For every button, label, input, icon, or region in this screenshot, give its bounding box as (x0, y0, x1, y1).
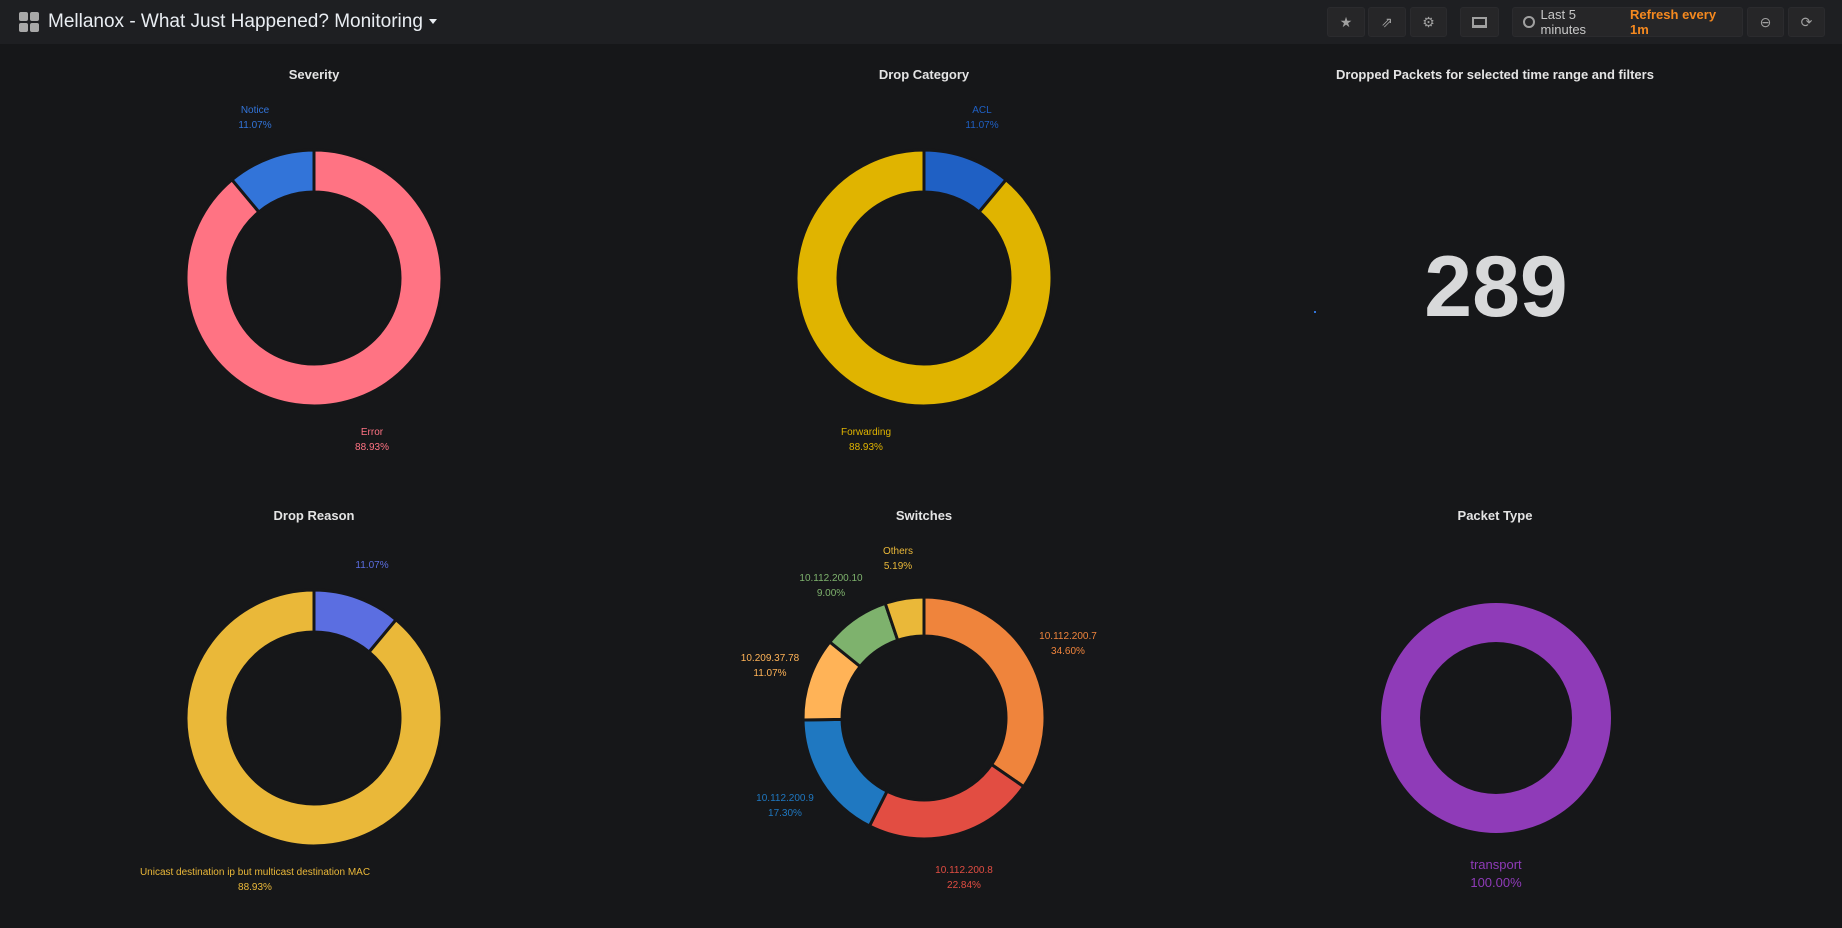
slice-label: 10.112.200.8 22.84% (935, 865, 993, 891)
slice-label: 10.112.200.7 34.60% (1039, 631, 1097, 657)
slice-label: 10.112.200.10 9.00% (799, 573, 863, 599)
refresh-button[interactable]: ⟳ (1788, 7, 1825, 37)
panel-title-drop-category: Drop Category (878, 67, 970, 82)
time-picker-button[interactable]: Last 5 minutes Refresh every 1m (1512, 7, 1743, 37)
share-button[interactable]: ⇗ (1368, 7, 1406, 37)
donut-slice-severity[interactable] (184, 148, 444, 408)
dropped-packets-value: 289 (1424, 239, 1568, 335)
sparkline-dot (1314, 311, 1316, 313)
dashboard-grid-icon[interactable] (19, 12, 39, 32)
dashboard-title-dropdown[interactable]: Mellanox - What Just Happened? Monitorin… (48, 11, 437, 33)
refresh-icon: ⟳ (1800, 13, 1813, 30)
panel-title-switches: Switches (895, 508, 953, 523)
slice-label: ACL 11.07% (965, 105, 999, 131)
slice-label: Others 5.19% (882, 546, 914, 572)
slice-label: Unicast destination ip but multicast des… (139, 867, 371, 893)
star-icon: ★ (1339, 13, 1353, 30)
slice-label: 10.112.200.9 17.30% (756, 793, 814, 819)
clock-icon (1523, 16, 1535, 28)
slice-label: 10.209.37.78 11.07% (740, 653, 800, 679)
settings-button[interactable]: ⚙ (1410, 7, 1447, 37)
share-icon: ⇗ (1381, 13, 1393, 30)
donut-slice-switches[interactable] (867, 762, 1026, 841)
zoom-out-icon: ⊖ (1759, 13, 1772, 30)
refresh-interval-label: Refresh every 1m (1630, 7, 1717, 37)
donut-slice-reason[interactable] (184, 588, 444, 848)
slice-label: transport 100.00% (1470, 857, 1522, 890)
panel-title-dropped-packets: Dropped Packets for selected time range … (1336, 67, 1654, 82)
view-mode-button[interactable] (1460, 7, 1499, 37)
monitor-icon (1472, 16, 1487, 28)
donut-slice-severity[interactable] (229, 148, 316, 215)
panel-title-drop-reason: Drop Reason (273, 508, 355, 523)
panel-title-packet-type: Packet Type (1457, 508, 1533, 523)
top-navbar: Mellanox - What Just Happened? Monitorin… (0, 0, 1842, 44)
caret-down-icon (428, 19, 437, 25)
slice-label: Error 88.93% (355, 427, 389, 453)
donut-slice-switches[interactable] (801, 717, 890, 829)
slice-label: Notice 11.07% (238, 105, 272, 131)
star-button[interactable]: ★ (1327, 7, 1365, 37)
dashboard-title: Mellanox - What Just Happened? Monitorin… (48, 11, 423, 32)
panel-title-severity: Severity (288, 67, 340, 82)
donut-slice-packet[interactable] (1381, 603, 1611, 833)
time-range-label: Last 5 minutes (1540, 7, 1587, 37)
donut-slice-switches[interactable] (883, 595, 926, 643)
slice-label: 11.07% (355, 560, 389, 571)
gear-icon: ⚙ (1422, 13, 1435, 30)
donut-slice-category[interactable] (794, 148, 1054, 408)
donut-slice-switches[interactable] (922, 595, 1047, 789)
slice-label: Forwarding 88.93% (840, 427, 892, 453)
zoom-out-button[interactable]: ⊖ (1747, 7, 1784, 37)
